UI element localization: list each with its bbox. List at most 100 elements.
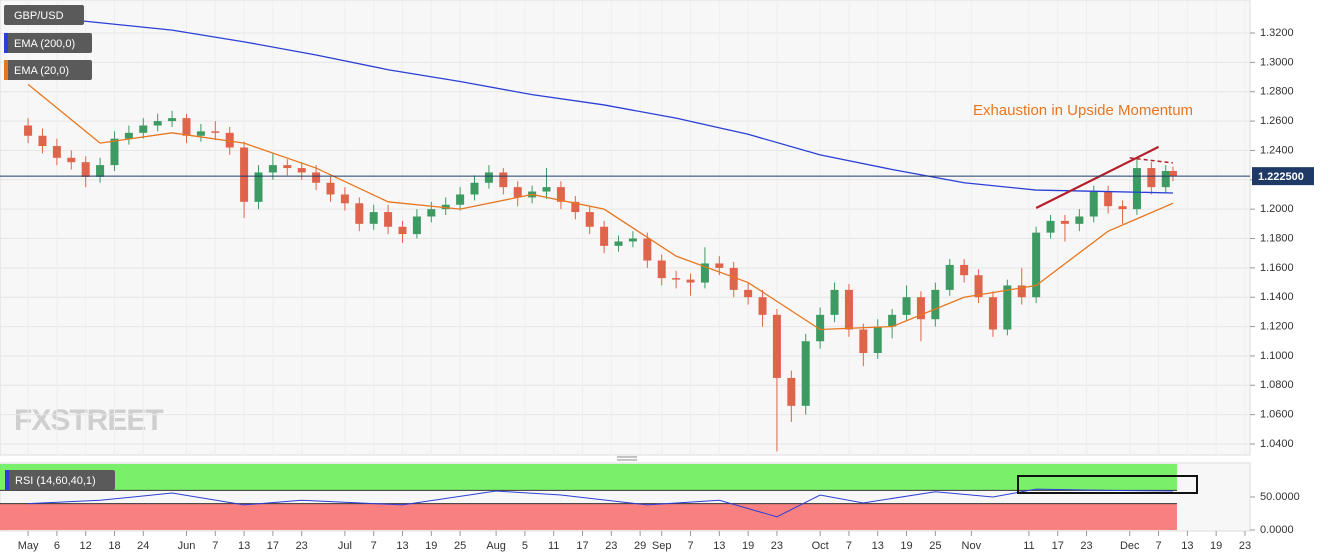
ema-line xyxy=(27,83,1174,331)
legend-entry-box xyxy=(4,33,92,53)
candle-body xyxy=(340,194,349,204)
x-tick-label: Aug xyxy=(486,540,506,552)
x-tick-label: 23 xyxy=(605,540,617,552)
candle-body xyxy=(196,131,205,136)
candle-body xyxy=(1089,191,1098,217)
candle-body xyxy=(859,329,868,353)
candle-body xyxy=(168,118,177,122)
candle-body xyxy=(715,263,724,268)
y-tick-label: 1.1800 xyxy=(1260,232,1294,244)
candle-body xyxy=(139,125,148,133)
candle-body xyxy=(326,182,335,195)
candle-body xyxy=(484,172,493,183)
candle-body xyxy=(211,131,220,133)
candle-body xyxy=(902,297,911,315)
candle-body xyxy=(614,241,623,246)
candle-body xyxy=(945,264,954,290)
candle-body xyxy=(1003,285,1012,330)
candle-body xyxy=(916,297,925,320)
candle-body xyxy=(52,146,61,158)
candle-body xyxy=(1104,191,1113,207)
candle-body xyxy=(1168,170,1177,177)
candle-body xyxy=(398,226,407,235)
x-tick-label: Jun xyxy=(178,540,196,552)
candle-body xyxy=(772,314,781,378)
x-tick-label: Sep xyxy=(652,540,672,552)
candle-body xyxy=(686,279,695,283)
candle-body xyxy=(1132,168,1141,210)
y-tick-label: 1.3000 xyxy=(1260,56,1294,68)
candle-body xyxy=(240,147,249,202)
candle-body xyxy=(787,377,796,406)
rsi-lower-zone xyxy=(0,503,1177,530)
x-tick-label: 19 xyxy=(425,540,437,552)
candle-body xyxy=(312,172,321,183)
candle-body xyxy=(960,264,969,276)
x-tick-label: 17 xyxy=(267,540,279,552)
trendline xyxy=(1035,145,1160,209)
x-tick-label: 5 xyxy=(522,540,528,552)
trendline xyxy=(1129,157,1174,164)
last-price-box xyxy=(1252,167,1314,186)
x-tick-label: 24 xyxy=(137,540,149,552)
candle-body xyxy=(38,135,47,147)
rsi-legend: RSI (14,60,40,1) xyxy=(15,475,96,487)
candle-body xyxy=(96,165,105,177)
legend-entry: EMA (20,0) xyxy=(14,65,69,77)
legend-title: GBP/USD xyxy=(14,10,64,22)
candle-body xyxy=(600,226,609,246)
y-tick-label: 1.1000 xyxy=(1260,350,1294,362)
x-tick-label: 17 xyxy=(1052,540,1064,552)
y-tick-label: 1.1600 xyxy=(1260,262,1294,274)
candle-body xyxy=(369,212,378,224)
rsi-legend-box xyxy=(5,470,115,490)
splitter xyxy=(617,456,637,461)
x-tick-label: 29 xyxy=(634,540,646,552)
ema-line xyxy=(28,14,1173,194)
candle-body xyxy=(1046,220,1055,233)
legend-entry: EMA (200,0) xyxy=(14,38,75,50)
rsi-tick-label: 50.0000 xyxy=(1260,491,1300,503)
legend-entry-box xyxy=(4,60,92,80)
candle-body xyxy=(67,157,76,163)
x-tick-label: 7 xyxy=(1155,540,1161,552)
candle-body xyxy=(888,314,897,327)
legend-title-box xyxy=(4,5,84,25)
candle-body xyxy=(744,289,753,298)
x-tick-label: 25 xyxy=(454,540,466,552)
y-tick-label: 1.2400 xyxy=(1260,144,1294,156)
x-tick-label: Dec xyxy=(1120,540,1140,552)
candle-body xyxy=(801,341,810,406)
candle-body xyxy=(844,289,853,330)
candle-body xyxy=(571,201,580,213)
rsi-upper-zone xyxy=(0,464,1177,491)
candle-body xyxy=(427,209,436,217)
candle-body xyxy=(1060,220,1069,224)
x-tick-label: 19 xyxy=(900,540,912,552)
candle-body xyxy=(153,121,162,126)
candle-body xyxy=(1147,168,1156,188)
x-tick-label: 23 xyxy=(771,540,783,552)
x-tick-label: 17 xyxy=(576,540,588,552)
x-tick-label: 13 xyxy=(396,540,408,552)
candle-body xyxy=(297,168,306,173)
x-tick-label: 23 xyxy=(296,540,308,552)
candle-body xyxy=(1075,216,1084,224)
legend-entry-stripe xyxy=(4,60,8,80)
candle-body xyxy=(700,263,709,283)
x-tick-label: 7 xyxy=(371,540,377,552)
rsi-line xyxy=(28,488,1173,518)
x-tick-label: 7 xyxy=(687,540,693,552)
candle-body xyxy=(268,165,277,173)
last-price-label: 1.222500 xyxy=(1258,171,1304,183)
candle-body xyxy=(24,125,33,136)
candle-body xyxy=(628,238,637,242)
candle-body xyxy=(254,172,263,202)
x-tick-label: 23 xyxy=(1080,540,1092,552)
x-tick-label: 12 xyxy=(80,540,92,552)
candle-body xyxy=(1032,232,1041,298)
candle-body xyxy=(830,289,839,315)
y-tick-label: 1.2000 xyxy=(1260,203,1294,215)
y-tick-label: 1.0400 xyxy=(1260,438,1294,450)
